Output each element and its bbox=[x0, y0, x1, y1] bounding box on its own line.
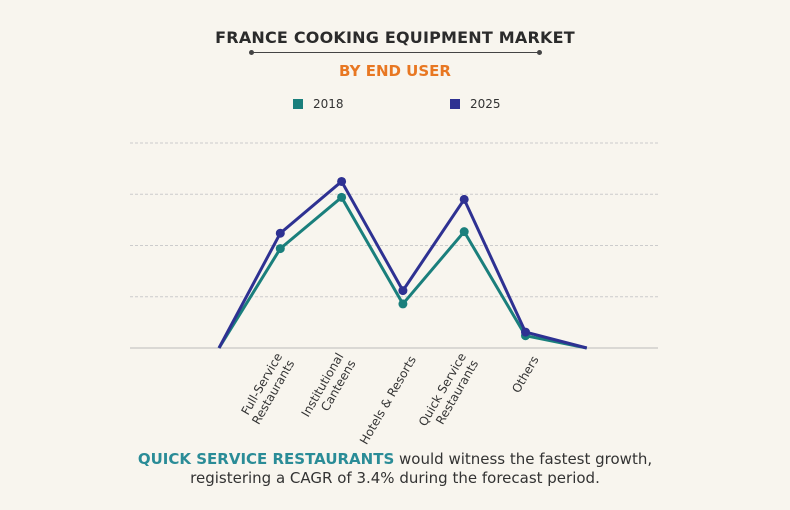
series-line-2018 bbox=[217, 195, 588, 350]
data-point-2025 bbox=[337, 176, 347, 186]
x-tick-label: Others bbox=[509, 354, 541, 396]
footer-caption: QUICK SERVICE RESTAURANTS would witness … bbox=[0, 450, 790, 488]
x-tick-label: Full-ServiceRestaurants bbox=[237, 351, 297, 427]
divider-dot-left bbox=[249, 50, 254, 55]
legend-item-2018: 2018 bbox=[293, 97, 344, 111]
footer-highlight: QUICK SERVICE RESTAURANTS bbox=[137, 450, 395, 468]
footer-line2: registering a CAGR of 3.4% during the fo… bbox=[190, 469, 600, 487]
x-tick-label-line: Hotels & Resorts bbox=[357, 354, 419, 447]
legend-label-2018: 2018 bbox=[313, 97, 344, 111]
data-point-2025 bbox=[275, 228, 285, 238]
footer-line1: would witness the fastest growth, bbox=[394, 450, 653, 468]
data-point-2025 bbox=[459, 194, 469, 204]
data-point-2018 bbox=[275, 244, 285, 254]
data-point-2018 bbox=[459, 227, 469, 237]
chart-subtitle: BY END USER bbox=[339, 62, 451, 80]
data-point-2018 bbox=[398, 299, 408, 309]
divider-dot-right bbox=[537, 50, 542, 55]
x-tick-label: Hotels & Resorts bbox=[357, 354, 419, 447]
x-tick-label-line: Others bbox=[509, 354, 541, 396]
data-point-2025 bbox=[398, 286, 408, 296]
legend-swatch-2018 bbox=[293, 99, 303, 109]
legend-swatch-2025 bbox=[450, 99, 460, 109]
x-tick-label: InstitutionalCanteens bbox=[299, 351, 359, 427]
legend-item-2025: 2025 bbox=[450, 97, 501, 111]
data-point-2018 bbox=[337, 192, 347, 202]
chart-title: FRANCE COOKING EQUIPMENT MARKET bbox=[215, 28, 575, 47]
title-divider bbox=[251, 52, 539, 53]
x-tick-label: Quick ServiceRestaurants bbox=[416, 351, 481, 436]
series-line-2025 bbox=[217, 179, 588, 350]
legend-label-2025: 2025 bbox=[470, 97, 501, 111]
data-point-2025 bbox=[521, 327, 530, 337]
